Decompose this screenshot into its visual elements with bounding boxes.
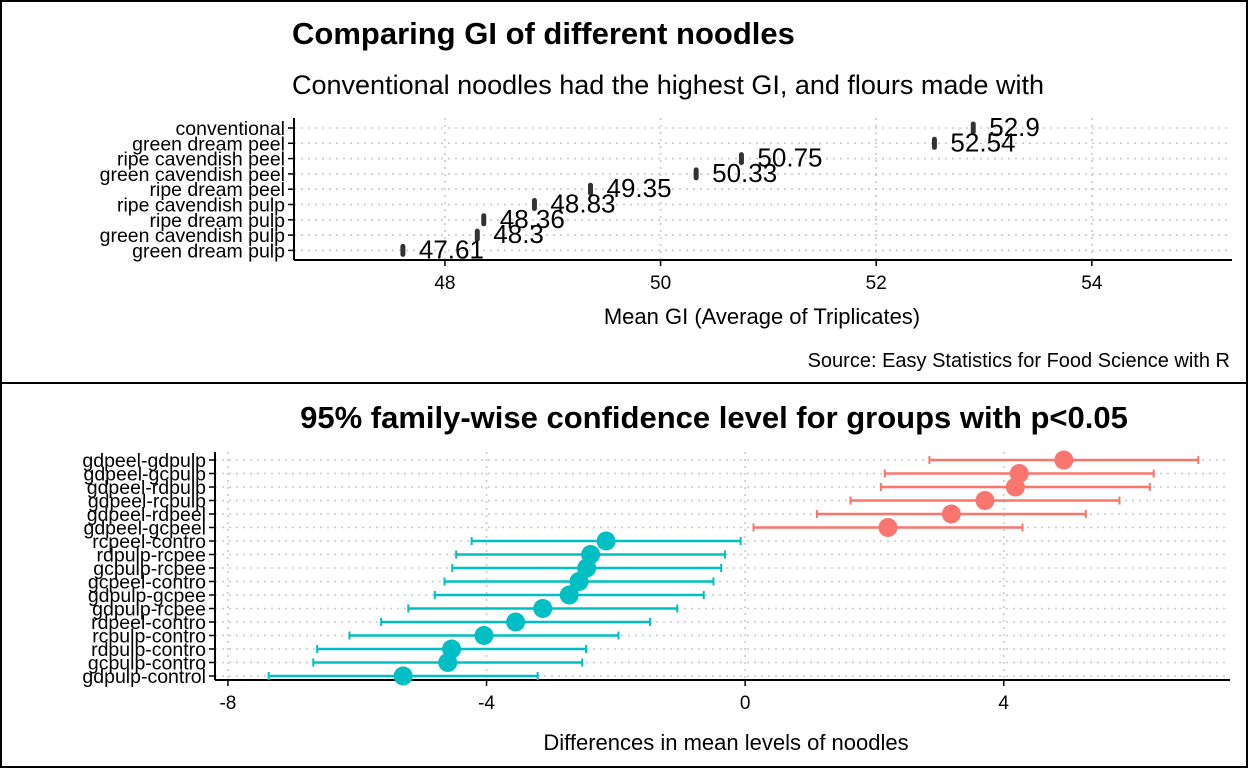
y-tick-label: gdpulp-control [82,666,206,688]
y-tick-label: gcpulp-contro [88,653,206,675]
tukey-ci-chart-panel: 95% family-wise confidence level for gro… [0,382,1248,768]
data-label: 49.35 [606,173,671,203]
estimate-point [474,626,494,645]
x-tick-label: 54 [1081,273,1103,294]
data-point [738,152,744,166]
data-label: 50.33 [712,158,777,188]
y-tick-label: gdpeel-rdpeel [87,504,206,526]
y-tick-label: gdpeel-rcpulp [88,491,206,513]
data-label: 48.3 [493,219,544,249]
data-label: 47.61 [419,234,484,264]
y-tick-label: rdpulp-rcpee [97,545,206,567]
x-tick-label: -4 [478,693,495,714]
data-point [481,213,487,227]
data-label: 50.75 [757,143,822,173]
estimate-point [559,585,579,605]
y-tick-label: green cavendish pulp [100,225,286,247]
x-tick-label: 52 [866,273,887,294]
data-label: 48.83 [550,189,615,219]
gi-dot-chart-panel: Comparing GI of different noodles Conven… [0,0,1248,384]
estimate-point [533,599,553,618]
data-point [400,243,406,257]
data-label: 52.54 [950,127,1015,157]
y-tick-label: gdpeel-gcpeel [83,518,206,540]
y-tick-label: ripe cavendish pulp [117,195,285,217]
y-tick-label: conventional [176,118,286,140]
x-tick-label: 4 [998,693,1009,714]
gi-dot-chart: Comparing GI of different noodles Conven… [100,16,1232,372]
y-tick-label: ripe cavendish peel [117,149,285,171]
y-tick-label: green dream pulp [132,240,285,262]
data-point [931,136,937,150]
y-tick-label: rdpulp-contro [91,639,206,661]
estimate-point [975,491,995,510]
data-point [474,228,480,242]
y-tick-label: gcpeel-contro [88,572,206,594]
y-tick-label: gdpulp-rcpee [92,599,206,621]
data-label: 52.9 [989,112,1040,142]
estimate-point [506,612,526,632]
y-tick-label: rdpeel-contro [91,612,206,634]
estimate-point [941,504,961,524]
x-axis-title: Mean GI (Average of Triplicates) [604,304,920,329]
x-tick-label: 0 [740,693,751,714]
y-tick-label: ripe dream peel [150,179,286,201]
estimate-point [596,531,616,551]
y-tick-label: ripe dream pulp [150,210,286,232]
x-axis-title: Differences in mean levels of noodles [543,730,908,755]
estimate-point [1005,477,1025,497]
tukey-ci-chart: 95% family-wise confidence level for gro… [82,400,1230,755]
estimate-point [438,653,458,672]
estimate-point [393,666,413,686]
y-tick-label: green cavendish peel [100,164,285,186]
data-point [970,121,976,135]
y-tick-label: gcpulp-rcpee [93,558,206,580]
data-point [693,167,699,181]
y-tick-label: gdpeel-rdpulp [87,477,206,499]
y-tick-label: gdpeel-gcpulp [83,464,206,486]
chart-title: Comparing GI of different noodles [292,16,795,51]
data-point [587,182,593,196]
y-tick-label: rcpeel-contro [92,531,206,553]
data-point [531,198,537,211]
x-tick-label: 48 [434,273,455,294]
x-tick-label: 50 [650,273,671,294]
y-tick-label: gdpeel-gdpulp [82,450,206,472]
y-tick-label: rcpulp-contro [92,626,206,648]
y-tick-label: green dream peel [132,133,285,155]
estimate-point [569,572,589,591]
chart-caption: Source: Easy Statistics for Food Science… [808,350,1230,372]
data-label: 48.36 [500,204,565,234]
chart-subtitle: Conventional noodles had the highest GI,… [292,70,1044,100]
estimate-point [878,518,898,537]
y-tick-label: gdpulp-gcpee [88,585,206,607]
chart-title: 95% family-wise confidence level for gro… [300,400,1128,435]
estimate-point [1054,450,1074,470]
x-tick-label: -8 [219,693,236,714]
